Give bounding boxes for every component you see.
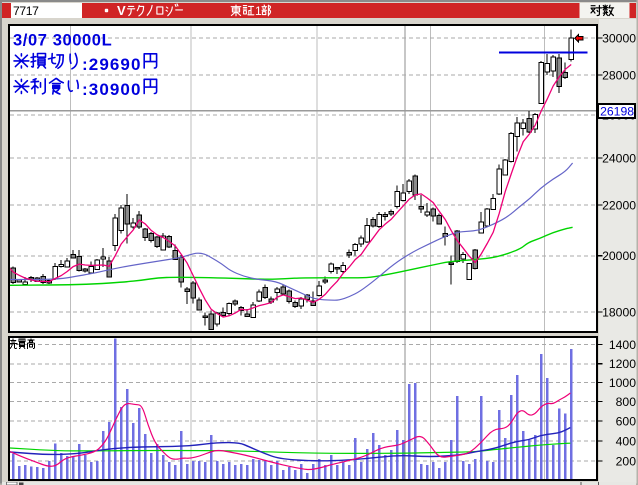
svg-text:V: V bbox=[117, 3, 126, 18]
svg-text:3/07 30000L: 3/07 30000L bbox=[13, 32, 112, 50]
svg-text:1000: 1000 bbox=[609, 376, 636, 390]
svg-text:18000: 18000 bbox=[602, 305, 636, 319]
svg-text:200: 200 bbox=[616, 454, 637, 468]
svg-text:1: 1 bbox=[255, 4, 262, 18]
svg-text:22000: 22000 bbox=[602, 198, 636, 212]
svg-text::29690: :29690 bbox=[82, 55, 142, 74]
svg-text:1400: 1400 bbox=[609, 338, 636, 352]
svg-text:1200: 1200 bbox=[609, 357, 636, 371]
svg-text:28000: 28000 bbox=[602, 68, 636, 82]
svg-text::30900: :30900 bbox=[82, 80, 142, 99]
svg-text:7717: 7717 bbox=[13, 4, 39, 18]
svg-text:20000: 20000 bbox=[602, 249, 636, 263]
svg-text:600: 600 bbox=[616, 414, 637, 428]
svg-text:800: 800 bbox=[616, 395, 637, 409]
svg-text:30000: 30000 bbox=[602, 31, 636, 45]
svg-text:26198: 26198 bbox=[600, 104, 634, 118]
svg-text:24000: 24000 bbox=[602, 151, 636, 165]
svg-text:400: 400 bbox=[616, 434, 637, 448]
